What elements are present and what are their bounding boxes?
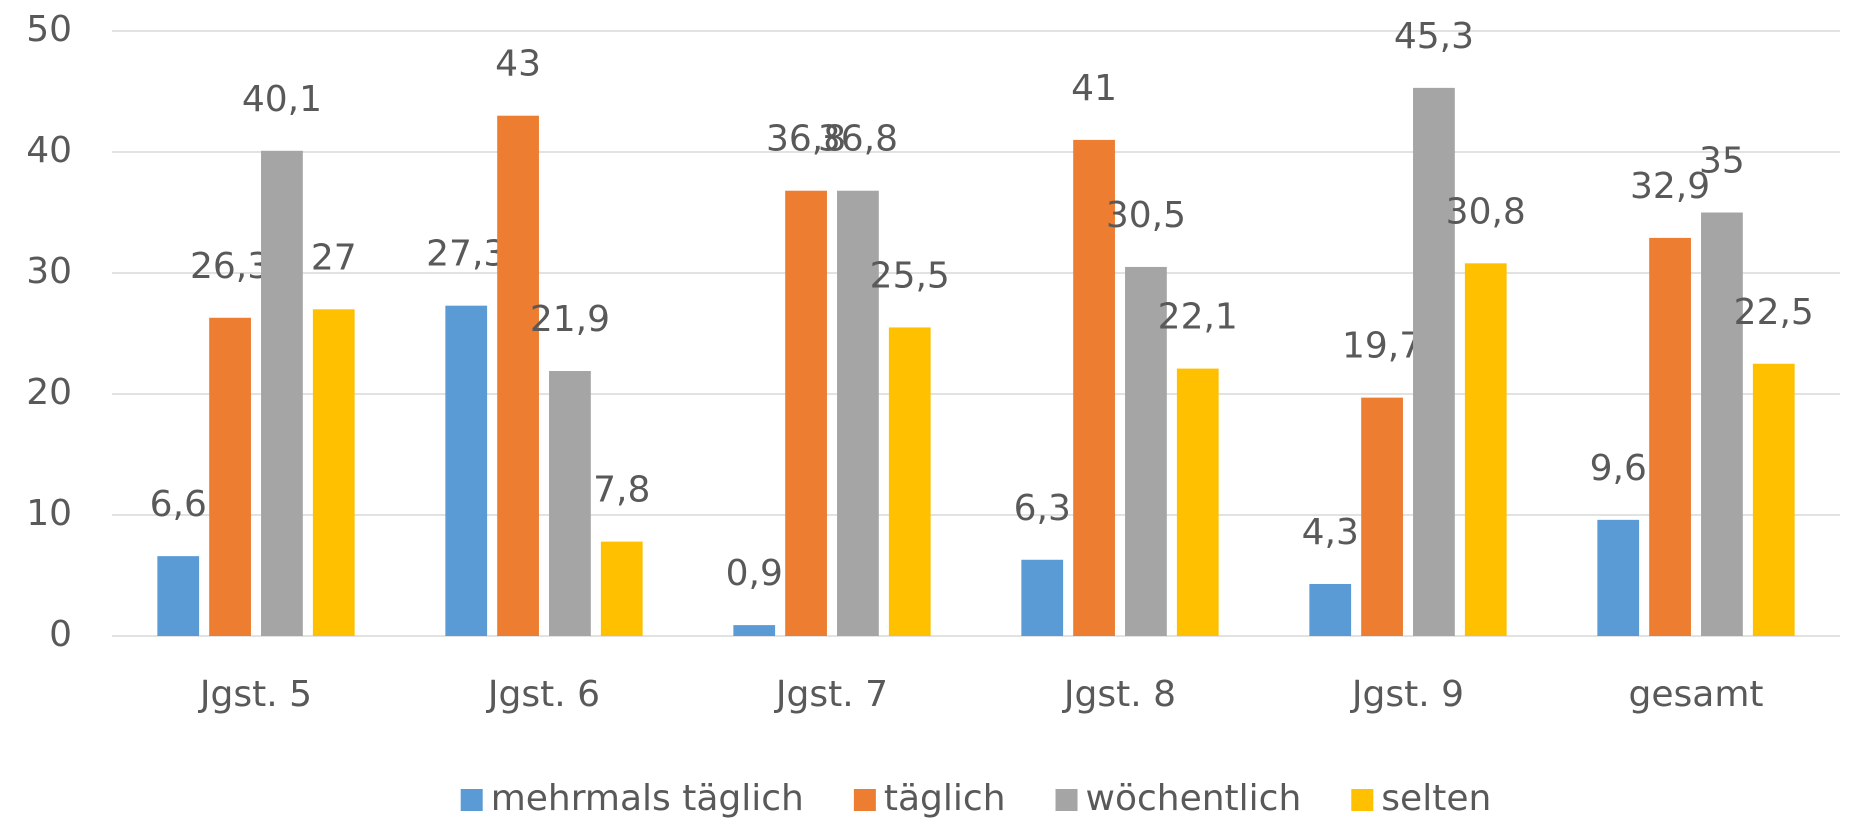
data-label: 45,3 [1394,16,1474,57]
legend-swatch [1351,789,1374,811]
x-tick-label: Jgst. 8 [1062,674,1176,715]
data-label: 27 [311,237,357,278]
y-tick-label: 40 [26,130,72,171]
bar [1701,212,1743,636]
bar [733,625,776,636]
legend-label: täglich [884,778,1006,819]
data-label: 35 [1699,141,1745,182]
legend-swatch [1055,789,1078,811]
y-tick-label: 20 [26,372,72,413]
x-tick-label: gesamt [1629,674,1764,715]
bar [1021,559,1064,636]
bar [600,541,643,636]
bar [549,371,591,636]
bar [837,190,879,636]
data-label: 7,8 [593,470,650,511]
bar [497,115,539,636]
data-label: 19,7 [1342,326,1422,367]
y-tick-label: 0 [49,614,72,655]
data-label: 21,9 [530,299,610,340]
data-label: 41 [1071,68,1117,109]
data-label: 26,3 [190,246,270,287]
data-label: 43 [495,44,541,85]
data-label: 9,6 [1590,448,1647,489]
bar [1309,583,1352,636]
legend-label: mehrmals täglich [491,778,804,819]
x-tick-label: Jgst. 7 [774,674,888,715]
bar [209,317,251,636]
data-label: 40,1 [242,79,322,120]
bar [1361,397,1403,636]
data-label: 6,6 [150,484,207,525]
data-label: 36,8 [818,119,898,160]
y-tick-label: 50 [26,9,72,50]
legend-swatch [460,789,483,811]
y-tick-label: 30 [26,251,72,292]
data-label: 22,1 [1158,297,1238,338]
bar [1597,519,1640,636]
bar [445,305,488,636]
data-label: 22,5 [1734,292,1814,333]
data-label: 27,3 [426,234,506,275]
bar [1649,237,1691,636]
bar [785,190,827,636]
bar [1176,368,1219,636]
bar [1752,363,1795,636]
data-label: 6,3 [1014,488,1071,529]
bar [312,309,355,636]
legend-label: selten [1381,778,1491,819]
bar [1073,139,1115,636]
data-label: 36,8 [766,119,846,160]
x-tick-label: Jgst. 6 [486,674,600,715]
bar [1413,87,1455,637]
bar [261,150,303,637]
data-label: 0,9 [726,553,783,594]
data-label: 30,8 [1446,191,1526,232]
bar [1125,266,1167,636]
y-tick-label: 10 [26,493,72,534]
data-label: 4,3 [1302,512,1359,553]
data-label: 32,9 [1630,166,1710,207]
x-tick-label: Jgst. 5 [198,674,312,715]
data-label: 25,5 [870,255,950,296]
x-tick-label: Jgst. 9 [1350,674,1464,715]
legend-swatch [853,789,876,811]
data-label: 30,5 [1106,195,1186,236]
legend-label: wöchentlich [1086,778,1302,819]
bar [157,556,200,636]
bar [1464,263,1507,636]
bar [888,327,931,636]
